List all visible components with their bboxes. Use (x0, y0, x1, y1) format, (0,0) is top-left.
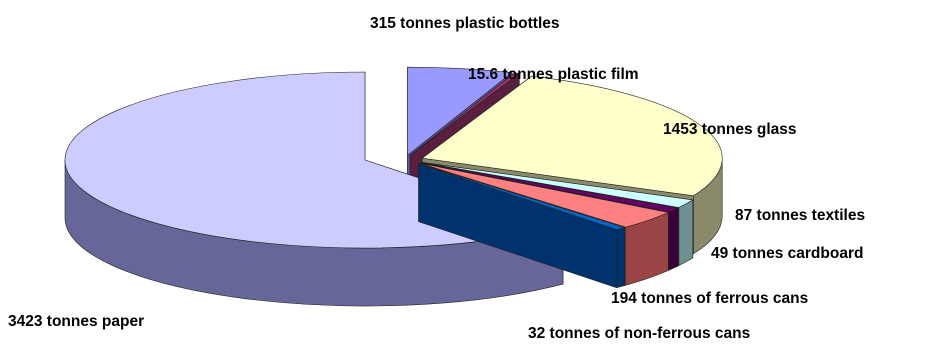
slice-label-non-ferrous-cans: 32 tonnes of non-ferrous cans (528, 325, 750, 342)
slice-label-plastic-film: 15.6 tonnes plastic film (468, 66, 639, 83)
slice-label-plastic-bottles: 315 tonnes plastic bottles (370, 15, 560, 32)
slice-labels: 315 tonnes plastic bottles 15.6 tonnes p… (8, 15, 865, 342)
slice-label-textiles: 87 tonnes textiles (735, 207, 865, 224)
slice-87-tonnes-textiles-wall-0 (678, 199, 694, 266)
slice-87-tonnes-textiles-top (421, 162, 694, 208)
slice-15-6-tonnes-plastic-film-top (409, 72, 521, 156)
slice-32-tonnes-of-non-ferrous-cans-wall-0 (616, 227, 625, 289)
slice-label-cardboard: 49 tonnes cardboard (711, 245, 863, 262)
slice-194-tonnes-of-ferrous-cans-top (419, 162, 670, 228)
slice-label-paper: 3423 tonnes paper (8, 313, 144, 330)
slice-49-tonnes-cardboard-top (420, 162, 680, 213)
slice-32-tonnes-of-non-ferrous-cans-top (418, 163, 626, 231)
pie-slices (64, 66, 723, 307)
slice-label-glass: 1453 tonnes glass (663, 121, 797, 138)
slice-315-tonnes-plastic-bottles-top (407, 66, 513, 156)
slice-label-ferrous-cans: 194 tonnes of ferrous cans (611, 290, 808, 307)
slice-1453-tonnes-glass-top (421, 75, 723, 197)
slice-49-tonnes-cardboard-wall-0 (669, 207, 679, 271)
